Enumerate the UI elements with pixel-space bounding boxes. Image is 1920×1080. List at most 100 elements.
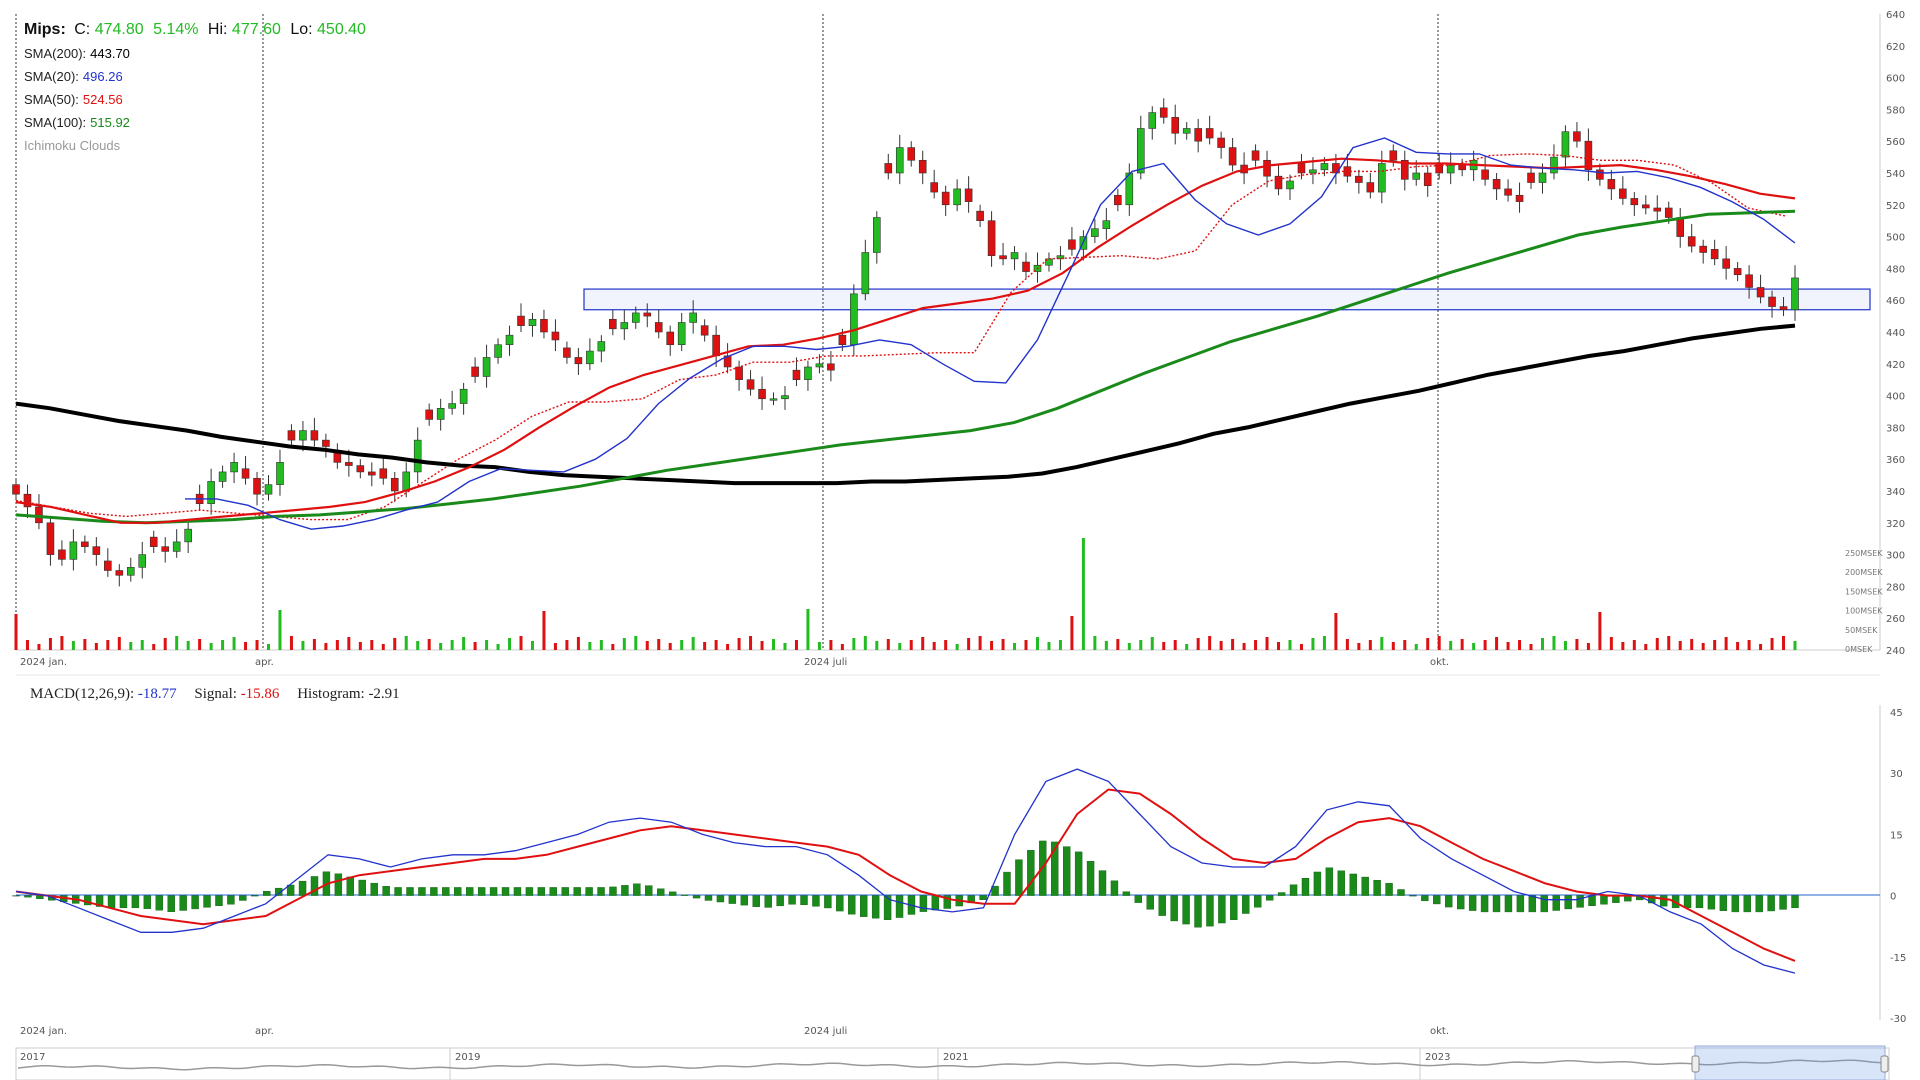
macd-histogram-bar	[477, 887, 486, 896]
volume-bar	[14, 614, 18, 650]
navigator[interactable]: 2017 2019 2021 2023	[15, 1045, 1890, 1080]
volume-bars	[14, 538, 1797, 650]
candle-body	[379, 468, 388, 479]
macd-y-tick-label: 0	[1890, 892, 1896, 903]
macd-histogram-bar	[1767, 895, 1775, 912]
candle-body	[689, 312, 697, 323]
macd-histogram-bar	[167, 895, 175, 913]
candle-body	[827, 363, 835, 371]
candle-body	[666, 331, 675, 346]
volume-bar	[794, 640, 798, 650]
volume-bar	[25, 640, 29, 650]
candle-body	[1699, 245, 1707, 253]
macd-histogram-bar	[776, 895, 784, 907]
macd-histogram-bar	[1206, 895, 1214, 927]
volume-bar	[691, 637, 695, 650]
candle-body	[92, 546, 101, 555]
macd-histogram-bar	[1445, 895, 1453, 908]
y-tick-label: 580	[1886, 105, 1905, 116]
macd-y-tick-label: -15	[1890, 953, 1906, 964]
macd-histogram-bar	[1588, 895, 1596, 907]
volume-bar	[703, 642, 707, 650]
volume-tick-label: 50MSEK	[1845, 626, 1878, 635]
candle-body	[1756, 287, 1765, 298]
volume-bar	[909, 640, 913, 650]
sma50-line	[15, 157, 1796, 524]
volume-bar	[301, 641, 305, 650]
macd-histogram-bar	[680, 894, 689, 896]
macd-histogram-bar	[466, 887, 474, 896]
navigator-handle-right[interactable]	[1880, 1055, 1889, 1073]
candle-body	[1538, 172, 1547, 183]
hi-label: Hi:	[208, 21, 228, 38]
candle-body	[1676, 217, 1685, 237]
change-pct: 5.14%	[153, 21, 198, 38]
macd-histogram-bar	[728, 895, 737, 904]
volume-bar	[783, 643, 787, 650]
legend-label: SMA(50):	[24, 92, 79, 107]
macd-histogram-bar	[1409, 895, 1417, 897]
candle-body	[390, 477, 399, 492]
volume-bar	[1150, 637, 1154, 650]
navigator-window[interactable]	[1694, 1045, 1886, 1080]
macd-histogram-bar	[848, 895, 856, 915]
navigator-handle-left[interactable]	[1691, 1055, 1700, 1073]
volume-bar	[1311, 638, 1315, 650]
macd-histogram-bar	[1062, 846, 1071, 896]
volume-tick-label: 100MSEK	[1845, 607, 1883, 616]
volume-bar	[1345, 639, 1349, 650]
macd-histogram-bar	[1110, 880, 1119, 896]
volume-bar	[1185, 644, 1189, 650]
candle-body	[459, 388, 468, 404]
x-tick-okt: okt.	[1430, 657, 1449, 668]
volume-bar	[978, 636, 982, 650]
candle-body	[987, 220, 996, 256]
macd-histogram-bar	[1576, 895, 1584, 908]
macd-header: MACD(12,26,9): -18.77 Signal: -15.86 His…	[30, 686, 400, 702]
macd-histogram-bar	[418, 887, 426, 896]
macd-histogram-bar	[585, 887, 593, 896]
candle-body	[23, 493, 32, 508]
macd-histogram-bar	[1218, 895, 1226, 924]
macd-x-tick-apr: apr.	[255, 1026, 274, 1037]
close-label: C:	[74, 21, 90, 38]
volume-bar	[209, 643, 213, 650]
candle-body	[241, 468, 250, 479]
volume-bar	[806, 609, 810, 650]
volume-bar	[1208, 636, 1212, 650]
macd-histogram-bar	[1480, 895, 1489, 913]
macd-histogram-bar	[657, 888, 665, 896]
candle-body	[1263, 159, 1271, 177]
candle-body	[597, 341, 606, 352]
candle-body	[126, 567, 135, 576]
candle-body	[643, 312, 652, 317]
volume-bar	[129, 642, 133, 650]
volume-bar	[278, 610, 282, 650]
macd-histogram-bar	[1719, 895, 1728, 911]
candle-body	[482, 357, 491, 377]
volume-bar	[657, 639, 661, 650]
y-tick-label: 280	[1886, 582, 1905, 593]
volume-bar	[990, 641, 994, 650]
macd-histogram-bar	[107, 895, 116, 909]
candle-body	[322, 439, 330, 447]
macd-histogram-bar	[36, 895, 44, 899]
nav-year-2017: 2017	[20, 1052, 45, 1063]
macd-histogram-bar	[513, 887, 522, 896]
candle-body	[1573, 131, 1581, 142]
candle-body	[218, 471, 227, 482]
candlesticks	[12, 98, 1799, 587]
volume-bar	[221, 640, 225, 650]
volume-bar	[553, 643, 557, 650]
macd-histogram-bar	[788, 895, 796, 905]
macd-histogram-bar	[430, 887, 438, 896]
macd-signal-line	[15, 788, 1796, 962]
macd-histogram-bar	[752, 895, 760, 907]
candle-body	[1056, 255, 1065, 260]
macd-histogram-bar	[1051, 841, 1059, 896]
volume-bar	[255, 640, 259, 650]
macd-histogram-bar	[1433, 895, 1441, 905]
macd-histogram-bar	[143, 895, 152, 909]
hi-value: 477.60	[232, 21, 281, 38]
